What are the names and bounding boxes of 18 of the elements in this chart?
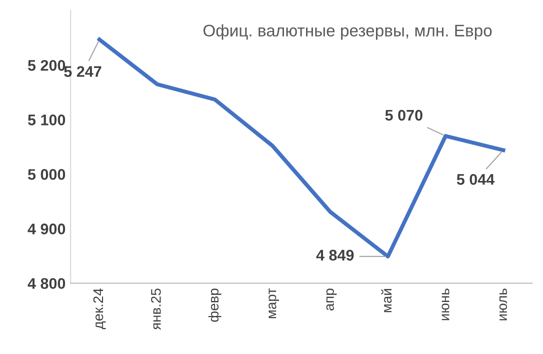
y-tick-label: 5 100 (28, 114, 66, 126)
y-tick-label: 5 200 (28, 60, 66, 71)
x-tick-label: февр (208, 288, 222, 322)
data-label: 5 247 (64, 66, 102, 77)
x-tick-label: янв.25 (151, 288, 161, 330)
x-tick-label: март (268, 288, 279, 318)
y-tick-label: 5 000 (28, 169, 66, 180)
x-tick-label: июнь (442, 288, 450, 320)
data-label: 5 044 (456, 174, 495, 185)
y-tick-label: 4 900 (28, 224, 66, 234)
x-tick-label: июль (499, 288, 508, 320)
x-tick-label: дек.24 (93, 288, 106, 330)
text: Офиц. валютные резервы, млн. Евро (203, 24, 492, 40)
y-tick-label: 4 800 (28, 278, 66, 289)
x-tick-label: апр (326, 288, 337, 310)
x-tick-label: май (381, 289, 392, 312)
data-label: 5 070 (385, 110, 422, 121)
data-label: 4 849 (316, 250, 354, 261)
